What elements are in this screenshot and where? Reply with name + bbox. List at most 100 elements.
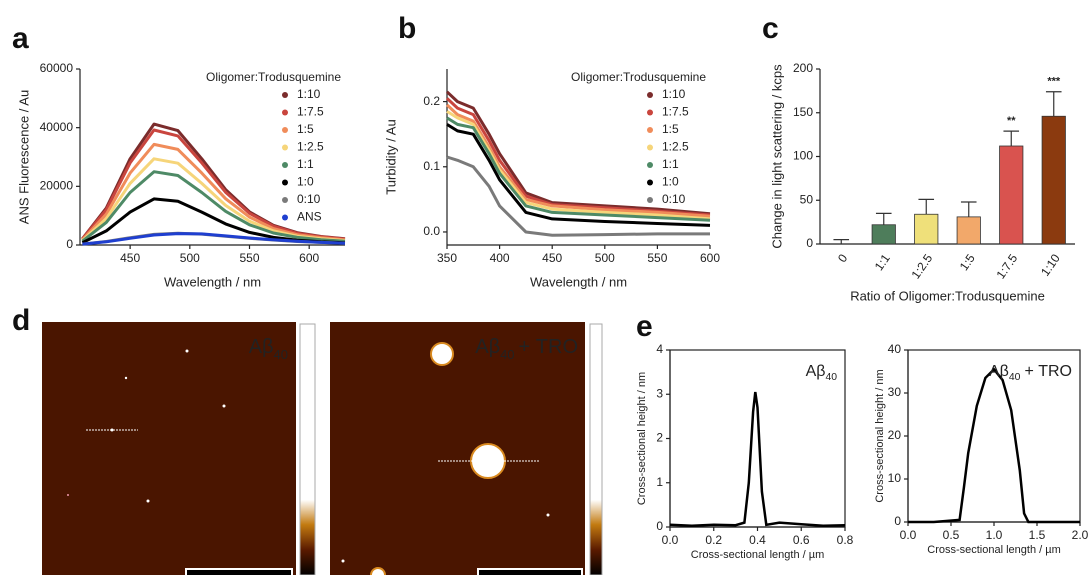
- label-subscript: 40: [825, 372, 837, 383]
- x-tick-label: 0.0: [662, 533, 679, 547]
- legend-marker: [647, 144, 653, 151]
- series-line: [446, 155, 710, 237]
- x-tick-label: 1:10: [1038, 251, 1063, 278]
- y-tick-label: 40: [888, 342, 902, 356]
- legend-marker: [282, 92, 288, 98]
- legend-label: 1:5: [662, 122, 679, 136]
- legend-marker: [282, 197, 288, 203]
- label-subscript: 40: [500, 347, 514, 362]
- y-tick-label: 0: [806, 236, 813, 250]
- bar: [956, 216, 981, 245]
- y-tick-label: 0.1: [423, 159, 440, 173]
- legend-marker: [282, 162, 288, 168]
- plot-label: Aβ40 + TRO: [475, 336, 578, 362]
- series-line: [446, 116, 711, 222]
- x-tick-label: 1:2.5: [909, 251, 936, 281]
- legend-marker: [647, 127, 653, 133]
- bar: [871, 224, 896, 245]
- label-suffix: + TRO: [519, 336, 578, 358]
- x-tick-label: 500: [180, 251, 200, 265]
- x-tick-label: 1:5: [957, 251, 978, 273]
- legend-label: 1:5: [297, 122, 314, 136]
- label-text: Aβ: [806, 363, 826, 380]
- y-axis-label: Change in light scattering / kcps: [769, 64, 784, 249]
- y-tick-label: 20000: [40, 179, 74, 193]
- plot-label: Aβ40: [806, 363, 838, 383]
- legend-label: ANS: [297, 210, 322, 224]
- y-tick-label: 50: [800, 192, 814, 206]
- panel-letter: a: [12, 22, 29, 55]
- legend-label: 0:10: [297, 192, 321, 206]
- y-tick-label: 0.2: [423, 94, 440, 108]
- series-line: [446, 123, 711, 227]
- x-axis-label: Cross-sectional length / µm: [691, 549, 825, 561]
- x-axis-label: Wavelength / nm: [164, 274, 261, 289]
- series-line: [82, 232, 346, 246]
- legend-label: 1:1: [662, 157, 679, 171]
- y-tick-label: 60000: [40, 61, 74, 75]
- y-axis-label: Cross-sectional height / nm: [874, 369, 886, 502]
- y-tick-label: 0: [894, 514, 901, 528]
- x-tick-label: 0.5: [943, 528, 960, 542]
- legend-marker: [647, 179, 653, 186]
- x-tick-label: 1.5: [1029, 528, 1046, 542]
- x-tick-label: 0.6: [793, 533, 810, 547]
- legend-label: 0:10: [662, 192, 686, 206]
- series-line: [81, 170, 346, 243]
- bar: [914, 213, 939, 245]
- x-tick-label: 600: [700, 251, 720, 265]
- significance-label: ***: [1047, 76, 1061, 88]
- series-line: [445, 103, 711, 218]
- series-line: [445, 97, 711, 217]
- y-tick-label: 40000: [40, 120, 74, 134]
- x-tick-label: 450: [542, 251, 562, 265]
- x-tick-label: 0.0: [900, 528, 917, 542]
- legend-label: 1:10: [662, 87, 686, 101]
- panel-letter: e: [636, 310, 653, 343]
- y-tick-label: 0.0: [423, 224, 440, 238]
- color-bar: [589, 323, 603, 575]
- legend-marker: [282, 144, 288, 151]
- plot-label: Aβ40: [249, 336, 288, 362]
- y-tick-label: 30: [888, 385, 902, 399]
- series-line: [446, 110, 711, 221]
- legend-label: 1:1: [297, 157, 314, 171]
- panel-letter: d: [12, 304, 30, 337]
- y-axis-label: Cross-sectional height / nm: [636, 372, 648, 505]
- legend-marker: [282, 214, 288, 221]
- label-subscript: 40: [1009, 372, 1021, 383]
- series-line: [445, 90, 711, 216]
- x-tick-label: 550: [239, 251, 259, 265]
- significance-label: **: [1007, 115, 1016, 127]
- x-tick-label: 1:7.5: [994, 251, 1021, 281]
- x-axis-label: Cross-sectional length / µm: [927, 544, 1061, 556]
- label-text: Aβ: [475, 336, 500, 358]
- legend-label: 1:2.5: [297, 140, 324, 154]
- legend-marker: [647, 109, 653, 116]
- x-tick-label: 0.2: [705, 533, 722, 547]
- afm-images: [42, 322, 603, 575]
- x-tick-label: 350: [437, 251, 457, 265]
- legend-marker: [282, 109, 288, 116]
- y-tick-label: 200: [793, 61, 813, 75]
- x-tick-label: 600: [299, 251, 319, 265]
- y-axis-label: Turbidity / Au: [383, 119, 398, 194]
- y-tick-label: 10: [888, 471, 902, 485]
- x-axis-label: Ratio of Oligomer:Trodusquemine: [850, 288, 1045, 303]
- legend-title: Oligomer:Trodusquemine: [571, 70, 706, 84]
- legend-marker: [647, 162, 653, 168]
- x-tick-label: 500: [595, 251, 615, 265]
- bar: [999, 145, 1024, 245]
- y-tick-label: 4: [656, 342, 663, 356]
- legend-marker: [282, 127, 288, 133]
- y-tick-label: 1: [656, 475, 663, 489]
- label-subscript: 40: [274, 347, 288, 362]
- y-tick-label: 0: [656, 519, 663, 533]
- legend-marker: [647, 92, 653, 98]
- x-tick-label: 400: [490, 251, 510, 265]
- legend-label: 1:10: [297, 87, 321, 101]
- afm-image: [42, 322, 296, 575]
- legend-label: 1:0: [662, 175, 679, 189]
- legend-title: Oligomer:Trodusquemine: [206, 70, 341, 84]
- y-tick-label: 20: [888, 428, 902, 442]
